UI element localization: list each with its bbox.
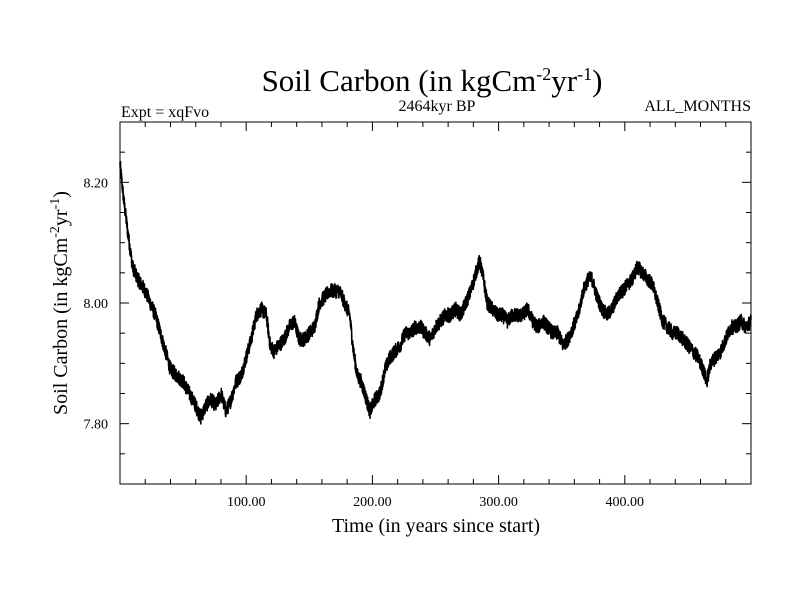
x-tick-label: 200.00 xyxy=(353,495,392,510)
y-tick-label: 7.80 xyxy=(84,418,109,433)
y-tick-label: 8.20 xyxy=(84,176,109,191)
axis-ticks xyxy=(120,122,751,484)
x-tick-label: 100.00 xyxy=(227,495,266,510)
series-line xyxy=(119,160,752,425)
chart-title: Soil Carbon (in kgCm-2yr-1) xyxy=(262,63,603,98)
y-axis-label: Soil Carbon (in kgCm-2yr-1) xyxy=(48,191,72,415)
x-axis-label: Time (in years since start) xyxy=(332,515,540,537)
subtitle-months: ALL_MONTHS xyxy=(644,98,751,115)
x-tick-labels: 100.00 200.00 300.00 400.00 xyxy=(227,495,644,510)
x-tick-label: 400.00 xyxy=(606,495,645,510)
series-group xyxy=(119,160,752,425)
subtitle-experiment: Expt = xqFvo xyxy=(121,104,209,121)
y-tick-labels: 7.80 8.00 8.20 xyxy=(84,176,109,432)
y-tick-label: 8.00 xyxy=(84,297,109,312)
x-tick-label: 300.00 xyxy=(479,495,518,510)
subtitle-period: 2464kyr BP xyxy=(399,98,476,115)
